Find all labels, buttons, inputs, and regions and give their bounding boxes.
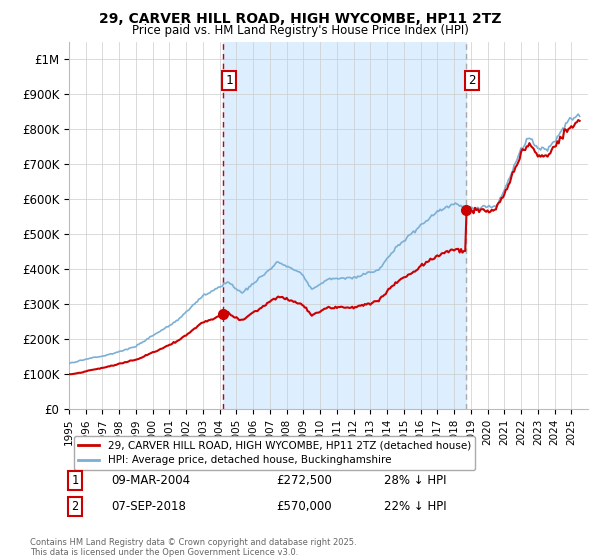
Text: 2: 2: [71, 500, 79, 514]
Text: £272,500: £272,500: [276, 474, 332, 487]
Text: 22% ↓ HPI: 22% ↓ HPI: [384, 500, 446, 514]
Text: 1: 1: [71, 474, 79, 487]
Bar: [223, 42, 466, 409]
Text: Contains HM Land Registry data © Crown copyright and database right 2025.
This d: Contains HM Land Registry data © Crown c…: [30, 538, 356, 557]
Text: 2: 2: [468, 74, 476, 87]
Text: 28% ↓ HPI: 28% ↓ HPI: [384, 474, 446, 487]
Text: 09-MAR-2004: 09-MAR-2004: [111, 474, 190, 487]
Text: 29, CARVER HILL ROAD, HIGH WYCOMBE, HP11 2TZ: 29, CARVER HILL ROAD, HIGH WYCOMBE, HP11…: [99, 12, 501, 26]
Legend: 29, CARVER HILL ROAD, HIGH WYCOMBE, HP11 2TZ (detached house), HPI: Average pric: 29, CARVER HILL ROAD, HIGH WYCOMBE, HP11…: [74, 436, 475, 470]
Text: Price paid vs. HM Land Registry's House Price Index (HPI): Price paid vs. HM Land Registry's House …: [131, 24, 469, 36]
Text: 07-SEP-2018: 07-SEP-2018: [111, 500, 186, 514]
Text: 1: 1: [226, 74, 233, 87]
Text: £570,000: £570,000: [276, 500, 332, 514]
